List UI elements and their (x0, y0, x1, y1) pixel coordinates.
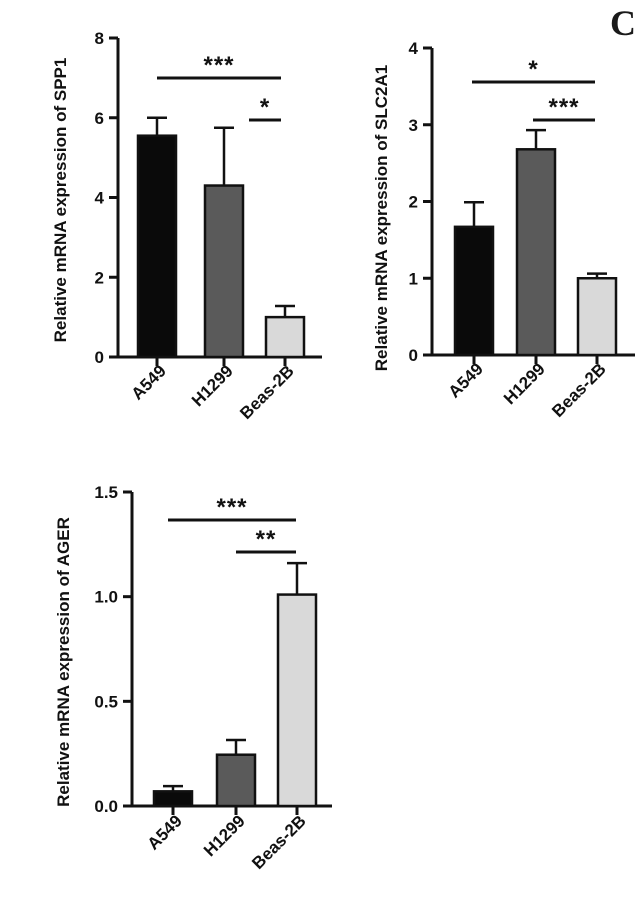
category-label: H1299 (188, 361, 237, 410)
y-axis-title: Relative mRNA expression of SPP1 (51, 58, 70, 343)
significance-label: * (260, 94, 270, 121)
category-label: Beas-2B (248, 811, 310, 873)
bar-a549 (152, 790, 194, 808)
bar-h1299 (515, 148, 557, 357)
y-tick-label: 0.0 (94, 797, 118, 816)
y-tick-label: 6 (95, 109, 104, 128)
category-label: A549 (144, 811, 186, 853)
significance-label: *** (548, 94, 579, 121)
y-tick-label: 0 (409, 346, 418, 365)
category-label: A549 (445, 359, 487, 401)
y-axis-title: Relative mRNA expression of SLC2A1 (372, 65, 391, 371)
y-tick-label: 0 (95, 348, 104, 367)
y-tick-label: 2 (95, 268, 104, 287)
bar-h1299 (203, 184, 245, 359)
category-label: Beas-2B (236, 361, 298, 423)
category-label: A549 (128, 361, 170, 403)
significance-label: *** (203, 52, 234, 79)
significance-label: *** (216, 494, 247, 521)
panel-letter: C (610, 3, 635, 43)
y-tick-label: 1.0 (94, 588, 118, 607)
bar-beas-2b (264, 315, 306, 359)
y-tick-label: 4 (95, 189, 105, 208)
bar-beas-2b (276, 593, 318, 808)
chart-3: Relative mRNA expression of AGER 0.0 0.5 1.… (54, 483, 332, 873)
category-label: H1299 (200, 811, 249, 860)
chart-1: Relative mRNA expression of SPP1 0 2 4 6 8 A54… (51, 29, 322, 423)
significance-label: * (528, 56, 538, 83)
y-tick-label: 2 (409, 193, 418, 212)
y-tick-label: 0.5 (94, 692, 118, 711)
bar-beas-2b (576, 277, 618, 357)
bar-a549 (453, 225, 495, 357)
y-tick-label: 1.5 (94, 483, 118, 502)
chart-2: Relative mRNA expression of SLC2A1 0 1 2 3 4 A… (372, 39, 635, 421)
y-axis-title: Relative mRNA expression of AGER (54, 517, 73, 807)
y-tick-label: 1 (409, 269, 418, 288)
category-label: H1299 (500, 359, 549, 408)
significance-label: ** (256, 526, 277, 553)
bar-h1299 (215, 753, 257, 808)
bar-a549 (136, 134, 178, 359)
y-tick-label: 4 (409, 39, 419, 58)
category-label: Beas-2B (548, 359, 610, 421)
y-tick-label: 3 (409, 116, 418, 135)
y-tick-label: 8 (95, 29, 104, 48)
